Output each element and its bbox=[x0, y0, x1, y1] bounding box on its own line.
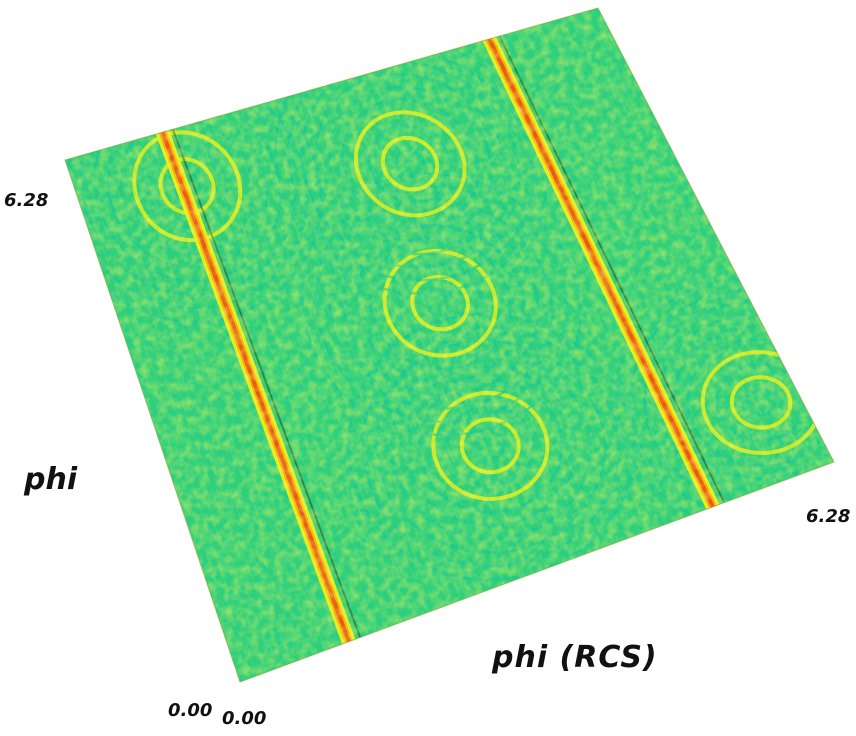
surface-outline bbox=[64, 7, 835, 683]
x-axis-label: phi (RCS) bbox=[492, 640, 658, 675]
y-axis-label: phi bbox=[24, 462, 78, 497]
x-tick-min: 0.00 bbox=[222, 708, 267, 729]
y-tick-max: 6.28 bbox=[4, 190, 49, 211]
surface-body bbox=[65, 8, 834, 682]
x-tick-max: 6.28 bbox=[806, 506, 851, 527]
y-tick-min: 0.00 bbox=[168, 700, 213, 721]
surface-texture bbox=[65, 8, 834, 682]
